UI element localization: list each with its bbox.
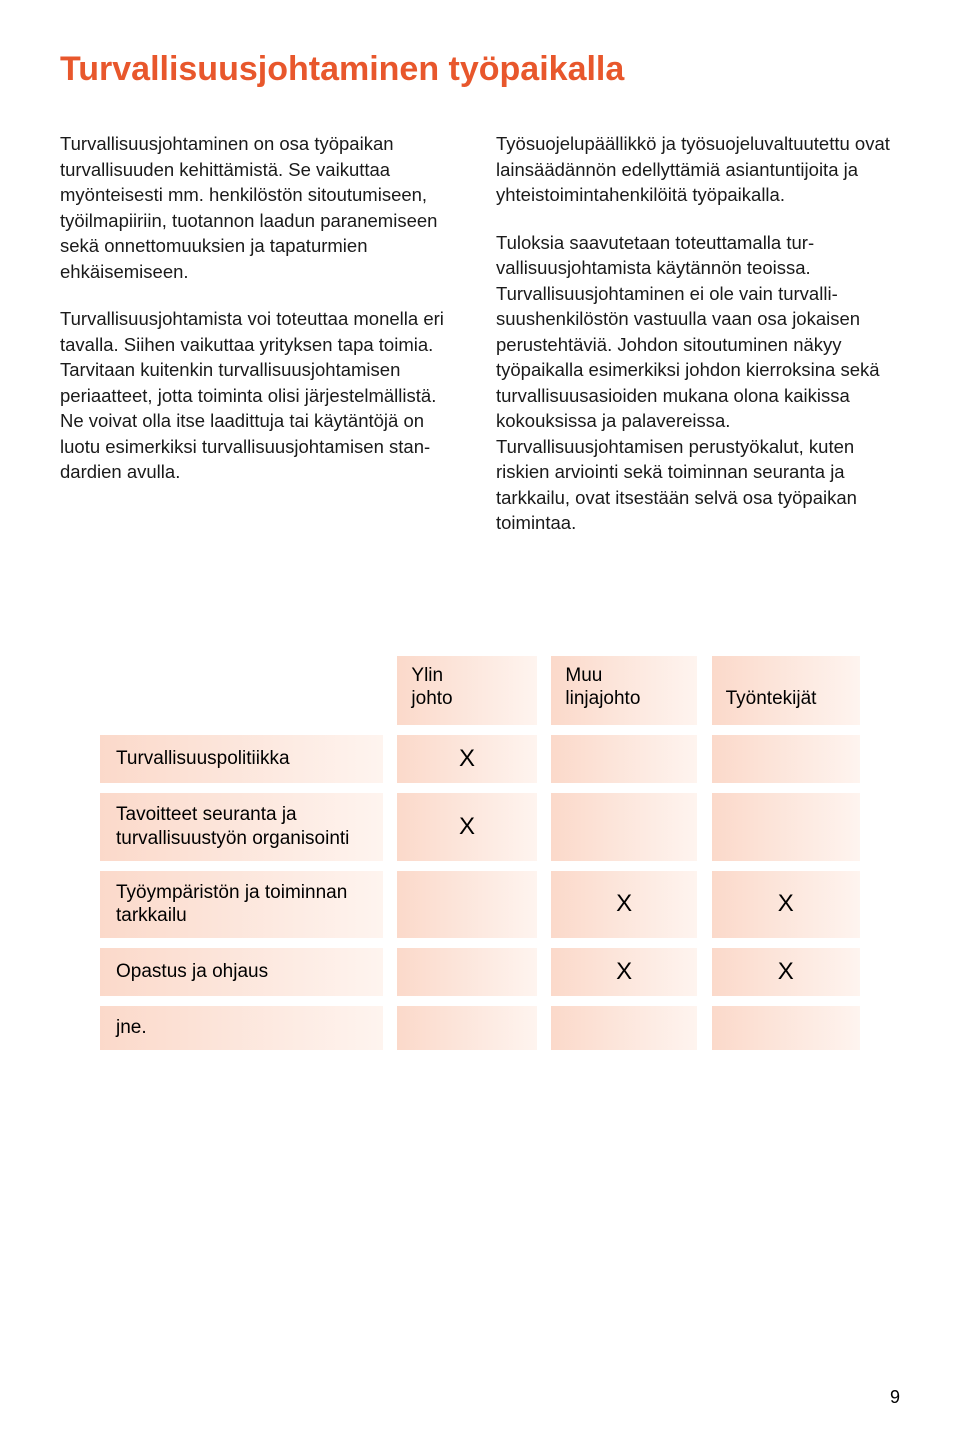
table-row: Opastus ja ohjaus X X [100, 948, 860, 996]
table-cell-spacer [383, 1006, 398, 1050]
table-header-blank [100, 656, 383, 726]
table-row-label: jne. [100, 1006, 383, 1050]
body-paragraph: Tuloksia saavutetaan toteuttamalla tur­v… [496, 230, 900, 536]
x-mark: X [778, 958, 794, 985]
table-row-label: Turvallisuuspolitiikka [100, 735, 383, 783]
table-cell [551, 735, 696, 783]
table-cell-spacer [697, 948, 712, 996]
table-cell [397, 871, 536, 939]
table-header-col: Muulinjajohto [551, 656, 696, 726]
table-header-spacer [537, 656, 552, 726]
table-cell: X [551, 871, 696, 939]
table-cell-spacer [537, 735, 552, 783]
table-row: Turvallisuuspolitiikka X [100, 735, 860, 783]
table-cell-spacer [537, 948, 552, 996]
table-row-label: Opastus ja ohjaus [100, 948, 383, 996]
table-cell [712, 793, 860, 861]
left-column: Turvallisuusjohtaminen on osa työpaikan … [60, 131, 464, 536]
table-cell [551, 1006, 696, 1050]
body-paragraph: Turvallisuusjohtaminen on osa työpaikan … [60, 131, 464, 284]
table-cell: X [712, 871, 860, 939]
responsibility-table-wrap: Ylinjohto Muulinjajohto Työntekijät Turv… [60, 646, 900, 1060]
table-cell: X [551, 948, 696, 996]
right-column: Työsuojelupäällikkö ja työsuojeluvaltuu­… [496, 131, 900, 536]
x-mark: X [616, 890, 632, 917]
table-header-col: Työntekijät [712, 656, 860, 726]
table-body: Turvallisuuspolitiikka X Tavoitteet seuran… [100, 735, 860, 1050]
body-paragraph: Työsuojelupäällikkö ja työsuojeluvaltuu­… [496, 131, 900, 208]
x-mark: X [778, 890, 794, 917]
table-header-spacer [697, 656, 712, 726]
table-cell-spacer [383, 871, 398, 939]
table-cell: X [397, 735, 536, 783]
table-header-row: Ylinjohto Muulinjajohto Työntekijät [100, 656, 860, 726]
table-row: Tavoitteet seuranta ja turvallisuustyön … [100, 793, 860, 861]
page-title: Turvallisuusjohtaminen työpaikalla [60, 50, 900, 89]
table-cell-spacer [697, 793, 712, 861]
table-cell [397, 948, 536, 996]
page-number: 9 [890, 1387, 900, 1408]
table-cell-spacer [697, 871, 712, 939]
table-header-col: Ylinjohto [397, 656, 536, 726]
table-header-spacer [383, 656, 398, 726]
body-paragraph: Turvallisuusjohtamista voi toteuttaa mon… [60, 306, 464, 485]
table-cell [712, 1006, 860, 1050]
table-cell [397, 1006, 536, 1050]
table-cell-spacer [383, 735, 398, 783]
table-cell-spacer [537, 793, 552, 861]
table-cell-spacer [697, 735, 712, 783]
x-mark: X [616, 958, 632, 985]
table-row-label: Työympäristön ja toiminnan tarkkailu [100, 871, 383, 939]
table-cell-spacer [537, 871, 552, 939]
table-cell-spacer [383, 948, 398, 996]
table-cell: X [397, 793, 536, 861]
responsibility-table: Ylinjohto Muulinjajohto Työntekijät Turv… [100, 646, 860, 1060]
table-cell: X [712, 948, 860, 996]
table-cell-spacer [383, 793, 398, 861]
body-columns: Turvallisuusjohtaminen on osa työpaikan … [60, 131, 900, 536]
x-mark: X [459, 813, 475, 840]
table-row-label: Tavoitteet seuranta ja turvallisuustyön … [100, 793, 383, 861]
table-cell [551, 793, 696, 861]
table-row: Työympäristön ja toiminnan tarkkailu X X [100, 871, 860, 939]
x-mark: X [459, 745, 475, 772]
table-row: jne. [100, 1006, 860, 1050]
table-cell [712, 735, 860, 783]
table-cell-spacer [537, 1006, 552, 1050]
table-cell-spacer [697, 1006, 712, 1050]
